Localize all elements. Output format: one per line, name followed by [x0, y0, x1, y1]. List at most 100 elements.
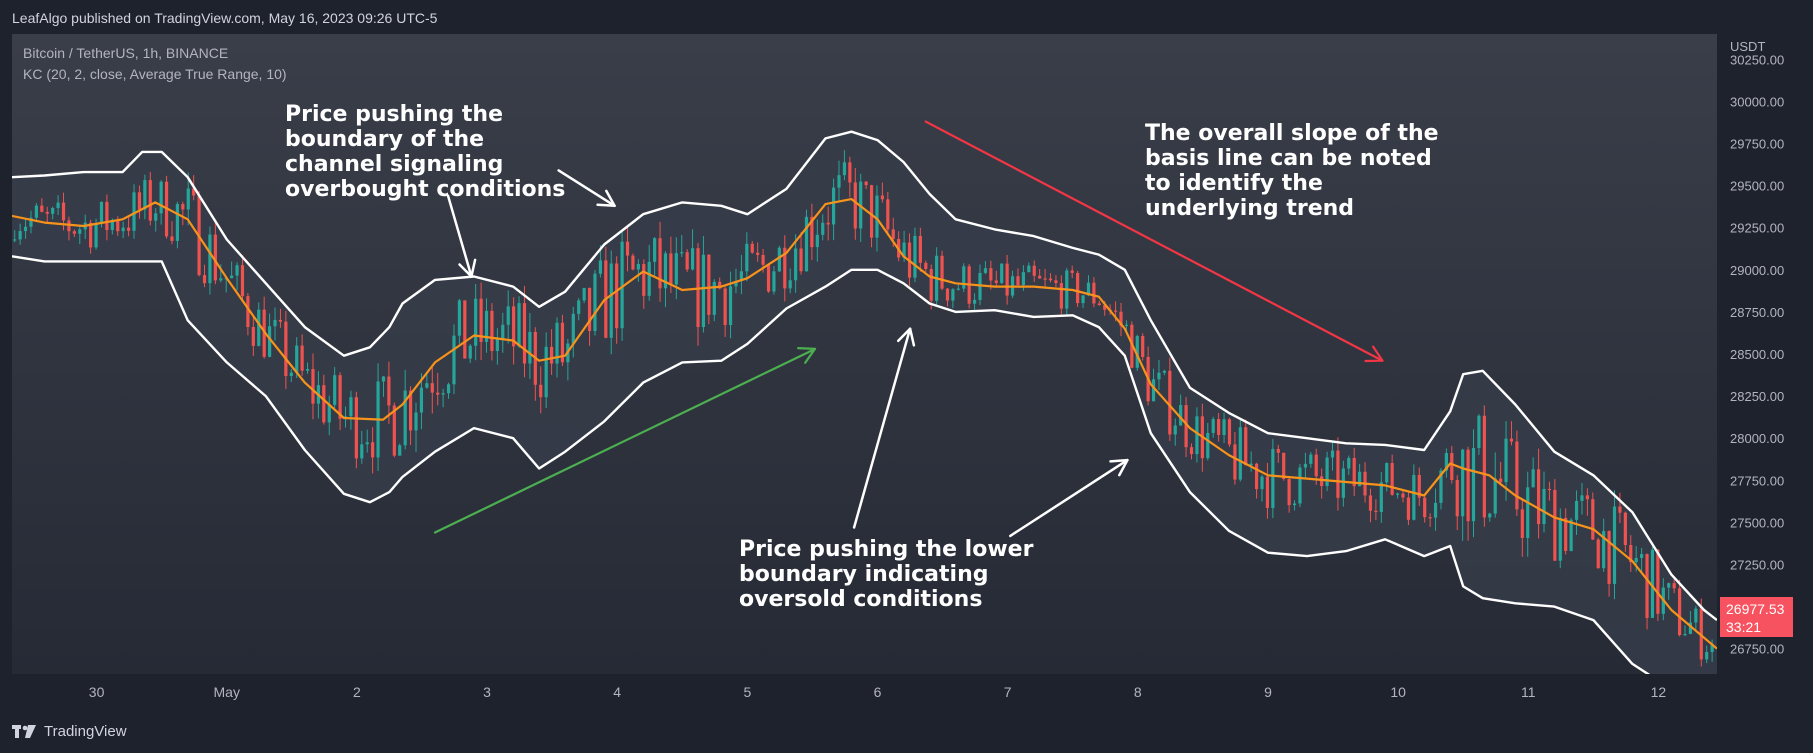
candle-body — [1526, 487, 1530, 538]
candle-body — [869, 185, 874, 238]
candle-body — [1260, 476, 1264, 490]
candle-body — [1292, 503, 1297, 506]
candle-body — [804, 216, 809, 272]
candle-body — [1574, 500, 1579, 520]
candle-body — [972, 299, 977, 304]
candle-body — [1455, 480, 1459, 517]
candle-body — [669, 253, 673, 285]
candle-body — [1688, 622, 1693, 634]
candle-body — [831, 187, 836, 225]
candle-body — [1585, 495, 1589, 500]
candle-body — [1667, 583, 1671, 588]
published-caption: LeafAlgo published on TradingView.com, M… — [12, 10, 438, 26]
candle-body — [1672, 583, 1676, 589]
candle-body — [137, 192, 142, 210]
candle-body — [40, 205, 44, 212]
candle-body — [1081, 295, 1085, 304]
candle-body — [777, 247, 781, 272]
candle-body — [1710, 643, 1714, 653]
candle-body — [761, 254, 765, 265]
candle-body — [1347, 457, 1351, 469]
price-tick-label: 27750.00 — [1730, 473, 1784, 488]
candle-body — [794, 248, 798, 281]
candle-body — [506, 306, 510, 325]
candle-body — [1412, 474, 1416, 520]
candle-body — [1249, 463, 1253, 466]
time-tick-label: 4 — [613, 684, 621, 700]
candle-body — [929, 269, 933, 301]
candle-body — [962, 266, 966, 289]
candle-body — [799, 248, 803, 272]
candle-body — [468, 345, 472, 359]
candle-body — [425, 383, 429, 388]
candle-body — [446, 384, 451, 394]
candle-body — [148, 180, 152, 221]
candle-body — [788, 280, 792, 289]
time-axis[interactable] — [0, 674, 1717, 712]
candle-body — [577, 300, 581, 314]
candle-body — [1558, 517, 1562, 561]
candle-body — [571, 313, 575, 344]
candle-body — [1038, 275, 1042, 279]
candle-body — [219, 278, 223, 281]
candle-body — [631, 255, 635, 270]
trend-annotation: The overall slope of the basis line can … — [1145, 121, 1439, 221]
candle-body — [1162, 370, 1166, 373]
candle-body — [159, 181, 163, 214]
price-tick-label: 28500.00 — [1730, 347, 1784, 362]
candle-body — [251, 327, 255, 346]
candle-body — [1244, 427, 1248, 466]
candle-body — [1591, 499, 1595, 540]
candle-body — [1439, 470, 1443, 503]
candle-body — [1287, 478, 1291, 506]
candle-body — [1683, 633, 1687, 636]
candle-body — [1032, 265, 1036, 276]
tradingview-brand-label: TradingView — [44, 723, 127, 740]
candle-body — [994, 280, 998, 283]
overbought-annotation: Price pushing the boundary of the channe… — [285, 102, 566, 202]
candle-body — [1184, 405, 1188, 448]
candle-body — [1168, 370, 1172, 435]
candle-body — [94, 223, 98, 248]
candle-body — [718, 281, 722, 289]
candle-body — [1298, 467, 1302, 504]
candle-body — [1602, 531, 1606, 569]
candle-body — [1206, 432, 1210, 459]
tradingview-logo-icon — [12, 724, 36, 738]
candle-body — [951, 289, 955, 301]
annotation-arrow-line — [1009, 458, 1129, 538]
candle-body — [842, 162, 847, 176]
candle-body — [121, 227, 125, 232]
indicator-legend[interactable]: KC (20, 2, close, Average True Range, 10… — [23, 66, 287, 82]
candle-body — [1504, 438, 1508, 483]
candle-body — [1309, 454, 1313, 464]
candle-body — [766, 264, 771, 292]
candle-body — [1233, 444, 1237, 480]
candle-body — [848, 162, 852, 183]
candle-body — [61, 202, 66, 221]
annotation-arrow-head — [1109, 458, 1129, 477]
candle-body — [1151, 379, 1156, 402]
time-tick-label: 6 — [874, 684, 882, 700]
candle-body — [457, 300, 461, 336]
candle-body — [1352, 457, 1356, 487]
candle-body — [875, 195, 879, 238]
candle-body — [924, 262, 928, 270]
last-price-label: 26977.53 33:21 — [1720, 597, 1793, 637]
candle-body — [745, 243, 749, 272]
candle-body — [891, 229, 895, 239]
candle-body — [1271, 448, 1275, 508]
candle-body — [463, 300, 467, 359]
candle-body — [1276, 448, 1280, 453]
candle-body — [1303, 463, 1307, 468]
candle-body — [322, 385, 326, 423]
candle-body — [181, 204, 185, 210]
time-tick-label: 2 — [353, 684, 361, 700]
candle-body — [110, 220, 114, 230]
annotation-arrow-head — [797, 347, 817, 364]
candle-body — [783, 247, 787, 289]
symbol-legend[interactable]: Bitcoin / TetherUS, 1h, BINANCE — [23, 45, 229, 61]
tradingview-brand[interactable]: TradingView — [12, 723, 127, 740]
candle-body — [1471, 447, 1476, 522]
